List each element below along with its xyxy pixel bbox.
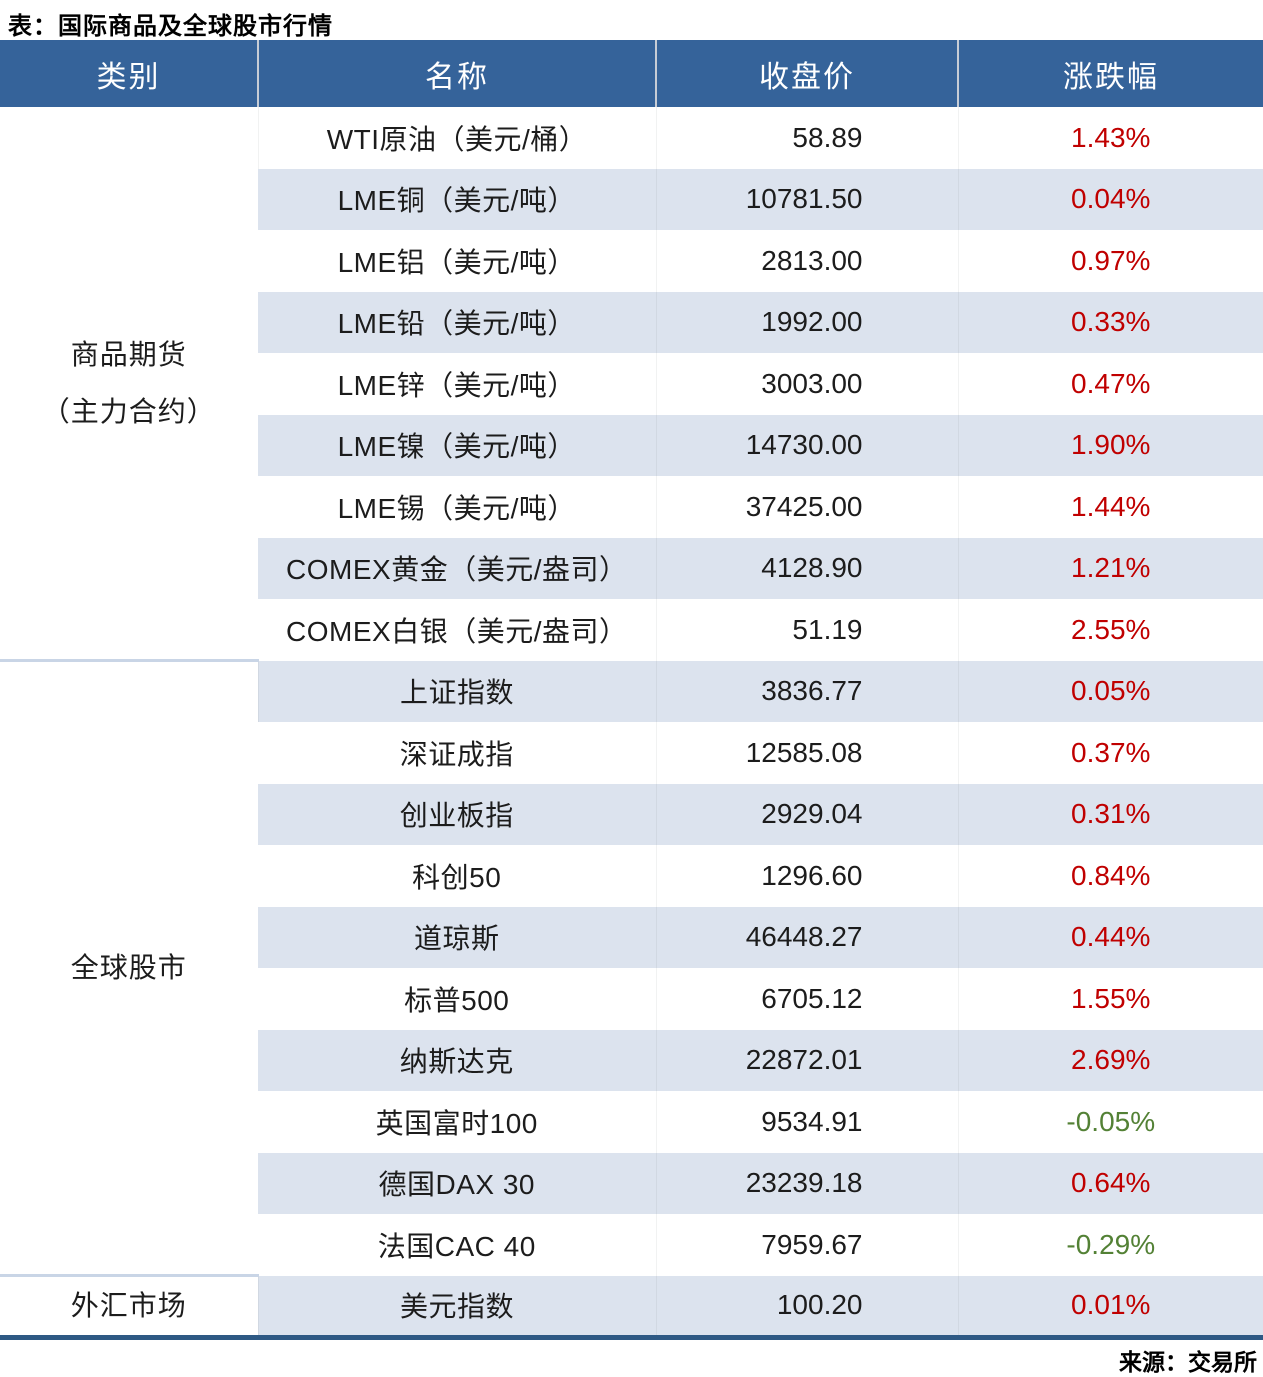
page-title: 表：国际商品及全球股市行情 (8, 13, 333, 40)
instrument-name-cell: 标普500 (258, 968, 656, 1030)
table-row: 全球股市 上证指数 3836.77 0.05% (0, 660, 1263, 1277)
table-row: 外汇市场 美元指数 100.20 0.01% (0, 1275, 1263, 1337)
instrument-name-cell: 创业板指 (258, 783, 656, 845)
change-percent-cell: 0.01% (957, 1275, 1263, 1337)
table-row: LME锌（美元/吨） 3003.00 0.47% (0, 353, 1263, 415)
change-percent-cell: -0.05% (957, 1091, 1263, 1153)
table-row: 科创50 1296.60 0.84% (0, 845, 1263, 907)
category-cell: 外汇市场 (0, 1275, 258, 1337)
table-row: COMEX白银（美元/盎司） 51.19 2.55% (0, 599, 1263, 661)
header-close-price: 收盘价 (655, 40, 958, 107)
quotes-table: 类别 名称 收盘价 涨跌幅 商品期货 （主力合约） WTI原油（美元/桶） 58.89… (0, 40, 1263, 1340)
header-name: 名称 (257, 40, 656, 107)
table-row: LME镍（美元/吨） 14730.00 1.90% (0, 414, 1263, 476)
close-price-cell: 3003.00 (655, 353, 958, 415)
instrument-name-cell: LME铅（美元/吨） (258, 291, 656, 353)
instrument-name-cell: LME镍（美元/吨） (258, 414, 656, 476)
table-row: 商品期货 （主力合约） WTI原油（美元/桶） 58.89 1.43% (0, 107, 1263, 662)
instrument-name-cell: 纳斯达克 (258, 1029, 656, 1091)
close-price-cell: 100.20 (655, 1275, 958, 1337)
table-row: LME铝（美元/吨） 2813.00 0.97% (0, 230, 1263, 292)
close-price-cell: 37425.00 (655, 476, 958, 538)
category-line: 商品期货 (70, 338, 187, 370)
change-percent-cell: 0.97% (957, 230, 1263, 292)
change-percent-cell: 1.55% (957, 968, 1263, 1030)
category-line: 全球股市 (70, 952, 187, 984)
table-row: COMEX黄金（美元/盎司） 4128.90 1.21% (0, 537, 1263, 599)
change-percent-cell: 0.05% (957, 660, 1263, 722)
close-price-cell: 12585.08 (655, 722, 958, 784)
header-change-percent: 涨跌幅 (957, 40, 1263, 107)
close-price-cell: 6705.12 (655, 968, 958, 1030)
table-row: LME锡（美元/吨） 37425.00 1.44% (0, 476, 1263, 538)
change-percent-cell: 0.04% (957, 168, 1263, 230)
change-percent-cell: 1.21% (957, 537, 1263, 599)
close-price-cell: 1992.00 (655, 291, 958, 353)
change-percent-cell: 0.44% (957, 906, 1263, 968)
change-percent-cell: 2.55% (957, 599, 1263, 661)
instrument-name-cell: 道琼斯 (258, 906, 656, 968)
category-cell: 商品期货 （主力合约） (0, 107, 258, 662)
close-price-cell: 7959.67 (655, 1214, 958, 1276)
change-percent-cell: 1.90% (957, 414, 1263, 476)
table-row: 法国CAC 40 7959.67 -0.29% (0, 1214, 1263, 1276)
change-percent-cell: 1.44% (957, 476, 1263, 538)
header-row: 类别 名称 收盘价 涨跌幅 (0, 40, 1263, 107)
category-line: 外汇市场 (70, 1290, 187, 1322)
change-percent-cell: 0.31% (957, 783, 1263, 845)
close-price-cell: 2813.00 (655, 230, 958, 292)
table-body: 商品期货 （主力合约） WTI原油（美元/桶） 58.89 1.43% LME铜（美元/吨… (0, 107, 1263, 1337)
instrument-name-cell: COMEX白银（美元/盎司） (258, 599, 656, 661)
close-price-cell: 58.89 (655, 107, 958, 169)
close-price-cell: 9534.91 (655, 1091, 958, 1153)
instrument-name-cell: LME锡（美元/吨） (258, 476, 656, 538)
instrument-name-cell: LME锌（美元/吨） (258, 353, 656, 415)
instrument-name-cell: 深证成指 (258, 722, 656, 784)
close-price-cell: 23239.18 (655, 1152, 958, 1214)
close-price-cell: 10781.50 (655, 168, 958, 230)
close-price-cell: 1296.60 (655, 845, 958, 907)
instrument-name-cell: 科创50 (258, 845, 656, 907)
table-row: 德国DAX 30 23239.18 0.64% (0, 1152, 1263, 1214)
header-category: 类别 (0, 40, 258, 107)
change-percent-cell: 0.37% (957, 722, 1263, 784)
table-row: LME铜（美元/吨） 10781.50 0.04% (0, 168, 1263, 230)
table-row: LME铅（美元/吨） 1992.00 0.33% (0, 291, 1263, 353)
instrument-name-cell: WTI原油（美元/桶） (257, 107, 656, 169)
change-percent-cell: 0.84% (957, 845, 1263, 907)
instrument-name-cell: COMEX黄金（美元/盎司） (258, 537, 656, 599)
category-cell: 全球股市 (0, 660, 258, 1277)
close-price-cell: 4128.90 (655, 537, 958, 599)
close-price-cell: 22872.01 (655, 1029, 958, 1091)
instrument-name-cell: 美元指数 (257, 1275, 656, 1337)
instrument-name-cell: LME铜（美元/吨） (258, 168, 656, 230)
instrument-name-cell: LME铝（美元/吨） (258, 230, 656, 292)
close-price-cell: 51.19 (655, 599, 958, 661)
table-row: 英国富时100 9534.91 -0.05% (0, 1091, 1263, 1153)
source-caption: 来源：交易所 (1119, 1348, 1257, 1375)
instrument-name-cell: 上证指数 (257, 660, 656, 722)
table-row: 标普500 6705.12 1.55% (0, 968, 1263, 1030)
change-percent-cell: 0.33% (957, 291, 1263, 353)
change-percent-cell: 0.64% (957, 1152, 1263, 1214)
instrument-name-cell: 英国富时100 (258, 1091, 656, 1153)
table-header: 类别 名称 收盘价 涨跌幅 (0, 40, 1263, 107)
close-price-cell: 46448.27 (655, 906, 958, 968)
change-percent-cell: 0.47% (957, 353, 1263, 415)
close-price-cell: 2929.04 (655, 783, 958, 845)
table-row: 纳斯达克 22872.01 2.69% (0, 1029, 1263, 1091)
close-price-cell: 3836.77 (655, 660, 958, 722)
table-row: 道琼斯 46448.27 0.44% (0, 906, 1263, 968)
table-row: 深证成指 12585.08 0.37% (0, 722, 1263, 784)
instrument-name-cell: 法国CAC 40 (258, 1214, 656, 1276)
change-percent-cell: 2.69% (957, 1029, 1263, 1091)
table-row: 创业板指 2929.04 0.31% (0, 783, 1263, 845)
close-price-cell: 14730.00 (655, 414, 958, 476)
category-line: （主力合约） (41, 396, 216, 427)
change-percent-cell: -0.29% (957, 1214, 1263, 1276)
instrument-name-cell: 德国DAX 30 (258, 1152, 656, 1214)
change-percent-cell: 1.43% (957, 107, 1263, 169)
